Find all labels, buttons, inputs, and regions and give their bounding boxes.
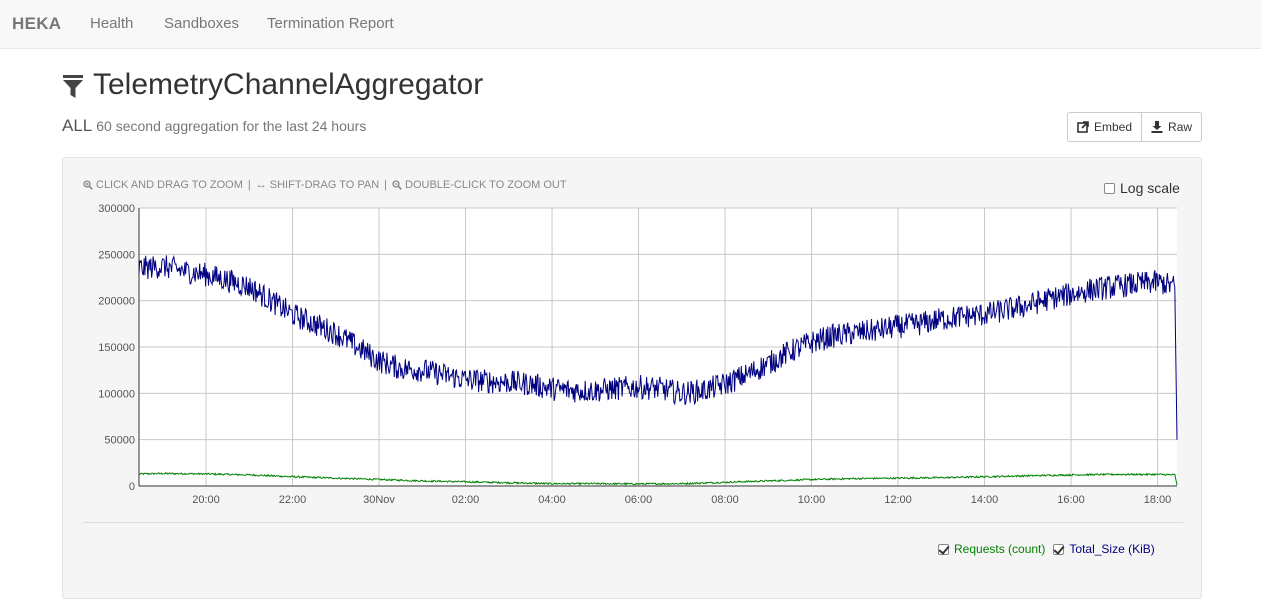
chart-help-text: CLICK AND DRAG TO ZOOM | ↔ SHIFT-DRAG TO… [83,179,567,191]
log-scale-label: Log scale [1120,180,1180,196]
subtitle-filter: ALL [62,116,93,135]
legend-checkbox[interactable] [938,543,949,555]
legend-item-total-size[interactable]: Total_Size (KiB) [1053,542,1155,556]
y-tick-label: 250000 [98,249,135,261]
x-tick-label: 16:00 [1057,494,1085,506]
legend-divider [83,522,1183,523]
download-icon [1151,121,1163,133]
arrows-horizontal-icon: ↔ [255,179,267,191]
raw-button[interactable]: Raw [1142,112,1203,142]
x-tick-label: 18:00 [1144,494,1172,506]
embed-button-label: Embed [1094,120,1133,134]
y-tick-label: 150000 [98,342,135,354]
series-line-requests [138,471,1178,486]
x-tick-label: 30Nov [363,494,395,506]
x-tick-label: 02:00 [452,494,480,506]
x-tick-label: 22:00 [279,494,307,506]
brand-logo[interactable]: HEKA [12,14,62,33]
filter-icon [63,75,83,98]
x-tick-label: 04:00 [538,494,566,506]
nav-link-termination-report[interactable]: Termination Report [267,15,394,32]
log-scale-checkbox[interactable] [1104,182,1115,194]
subtitle: ALL 60 second aggregation for the last 24… [62,116,366,136]
subtitle-detail: 60 second aggregation for the last 24 ho… [96,118,367,134]
line-chart[interactable]: 20:00 22:00 30Nov 02:00 04:00 06:00 08:00 10:00… [63,158,1201,518]
y-tick-label: 300000 [98,203,135,215]
log-scale-toggle[interactable]: Log scale [1104,180,1180,196]
page-title: TelemetryChannelAggregator [93,68,484,101]
help-zoom-text: CLICK AND DRAG TO ZOOM [96,179,243,191]
help-separator: | [384,179,388,191]
help-separator: | [247,179,251,191]
y-tick-label: 100000 [98,388,135,400]
y-tick-label: 0 [129,481,135,493]
external-link-icon [1077,121,1089,133]
x-tick-label: 14:00 [971,494,999,506]
y-tick-label: 50000 [104,435,135,447]
legend-label: Requests (count) [954,542,1046,556]
x-tick-label: 20:00 [192,494,220,506]
legend-checkbox[interactable] [1053,543,1065,555]
nav-link-sandboxes[interactable]: Sandboxes [164,15,240,32]
x-tick-label: 08:00 [711,494,739,506]
nav-link-health[interactable]: Health [90,15,134,32]
embed-button[interactable]: Embed [1067,112,1143,142]
action-button-group: Embed Raw [1067,112,1203,142]
series-line-total-size [138,254,1178,440]
help-pan-text: SHIFT-DRAG TO PAN [269,179,380,191]
zoom-out-icon [392,180,402,190]
y-tick-label: 200000 [98,296,135,308]
raw-button-label: Raw [1168,120,1193,134]
x-tick-label: 10:00 [798,494,826,506]
legend-label: Total_Size (KiB) [1069,542,1155,556]
chart-legend: Requests (count) Total_Size (KiB) [938,542,1163,556]
x-tick-label: 12:00 [884,494,912,506]
help-zoomout-text: DOUBLE-CLICK TO ZOOM OUT [405,179,567,191]
navbar: HEKA Health Sandboxes Termination Report [0,0,1261,49]
legend-item-requests[interactable]: Requests (count) [938,542,1045,556]
zoom-in-icon [83,180,93,190]
x-tick-label: 06:00 [625,494,653,506]
chart-panel: CLICK AND DRAG TO ZOOM | ↔ SHIFT-DRAG TO… [62,157,1202,599]
